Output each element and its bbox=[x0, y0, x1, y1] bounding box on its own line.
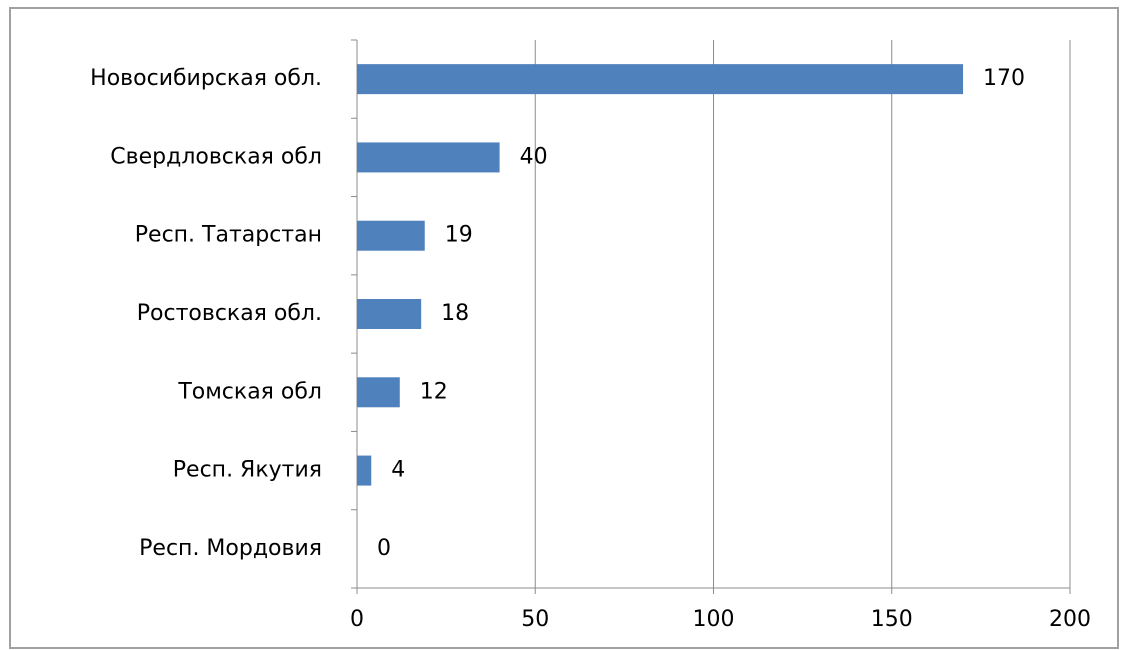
bar bbox=[357, 64, 964, 95]
data-label: 4 bbox=[391, 458, 405, 483]
frame bbox=[9, 7, 1119, 649]
y-tick-label: Респ. Мордовия bbox=[139, 536, 322, 561]
bar bbox=[357, 377, 400, 408]
y-tick-label: Респ. Якутия bbox=[173, 458, 322, 483]
bar bbox=[357, 455, 372, 486]
y-tick-label: Новосибирская обл. bbox=[90, 66, 322, 91]
bar bbox=[357, 220, 425, 251]
data-label: 12 bbox=[420, 379, 448, 404]
x-tick-label: 0 bbox=[350, 607, 364, 632]
bar bbox=[357, 142, 500, 173]
data-label: 0 bbox=[377, 536, 391, 561]
y-tick-label: Свердловская обл bbox=[110, 144, 322, 169]
data-label: 40 bbox=[520, 144, 548, 169]
x-tick-label: 100 bbox=[693, 607, 735, 632]
y-tick-label: Ростовская обл. bbox=[137, 301, 322, 326]
x-tick-label: 150 bbox=[871, 607, 913, 632]
x-tick-label: 200 bbox=[1049, 607, 1091, 632]
x-tick-label: 50 bbox=[521, 607, 549, 632]
data-label: 18 bbox=[441, 301, 469, 326]
data-label: 19 bbox=[445, 223, 473, 248]
data-label: 170 bbox=[983, 66, 1025, 91]
y-tick-label: Томская обл bbox=[177, 379, 322, 404]
bar bbox=[357, 299, 422, 329]
y-tick-label: Респ. Татарстан bbox=[135, 223, 322, 248]
